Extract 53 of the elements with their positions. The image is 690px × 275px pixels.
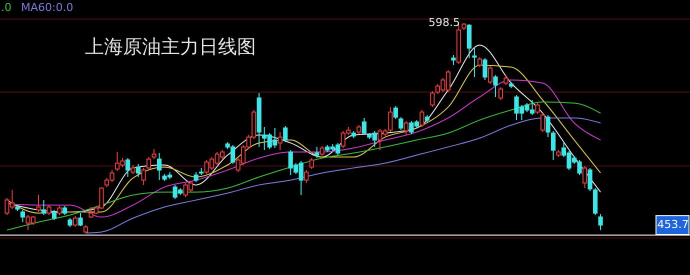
candlestick <box>278 132 282 151</box>
candlestick <box>592 188 598 216</box>
candlestick <box>356 124 362 135</box>
candlestick <box>430 90 435 108</box>
candlestick <box>451 54 456 66</box>
candlestick <box>504 74 508 86</box>
candlestick <box>157 152 162 181</box>
candlestick <box>598 214 603 231</box>
candlestick <box>78 212 83 227</box>
candlestick <box>393 106 398 120</box>
candlestick <box>535 102 540 114</box>
annotation: 598.5 <box>428 16 460 30</box>
candlestick <box>62 205 68 216</box>
candlestick <box>588 167 592 192</box>
candlestick <box>41 200 46 216</box>
candlestick <box>466 24 472 59</box>
candlestick <box>388 106 393 133</box>
candlestick <box>141 167 146 186</box>
candlestick <box>304 170 309 184</box>
text: .0 <box>1 1 12 14</box>
text: 453.7 <box>657 218 689 232</box>
candlestick <box>550 130 556 160</box>
candlestick <box>420 110 424 128</box>
candlestick <box>136 163 141 178</box>
candlestick <box>146 156 152 171</box>
candlestick <box>493 74 498 98</box>
candlestick <box>72 216 78 228</box>
candlestick <box>152 148 156 160</box>
candlestick <box>482 58 488 80</box>
candlestick <box>309 158 314 170</box>
candlestick <box>582 166 588 189</box>
candlestick <box>314 146 320 159</box>
text: 上海原油主力日线图 <box>85 36 256 58</box>
candlestick <box>283 125 288 143</box>
candlestick <box>498 86 504 101</box>
candlestick <box>404 120 408 136</box>
candlestick <box>398 116 404 131</box>
candlestick <box>46 204 52 216</box>
candlestick <box>194 172 198 183</box>
candlestick <box>546 114 550 138</box>
candlestick <box>472 46 477 78</box>
text: MA60:0.0 <box>21 1 74 14</box>
candlestick <box>488 66 493 84</box>
candlestick <box>320 146 324 156</box>
candlestick <box>57 205 62 216</box>
candlestick <box>52 209 57 220</box>
candlestick <box>362 117 366 136</box>
candlestick <box>540 112 546 133</box>
candlestick <box>477 56 482 68</box>
candlestick <box>20 209 26 223</box>
candlestick <box>36 194 41 213</box>
candlestick <box>125 158 130 178</box>
candlestick <box>130 164 136 175</box>
